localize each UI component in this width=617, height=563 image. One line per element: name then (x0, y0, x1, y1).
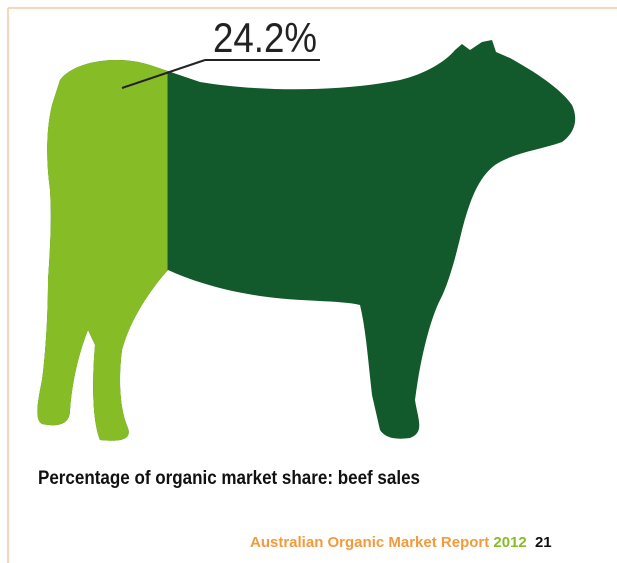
caption: Percentage of organic market share: beef… (38, 468, 420, 489)
footer-page: 21 (535, 534, 552, 551)
footer-year: 2012 (493, 534, 526, 551)
callout-line (121, 59, 206, 89)
footer-report: Australian Organic Market Report (250, 534, 489, 551)
footer: Australian Organic Market Report 2012 21 (250, 534, 552, 551)
value-label: 24.2% (213, 14, 317, 61)
